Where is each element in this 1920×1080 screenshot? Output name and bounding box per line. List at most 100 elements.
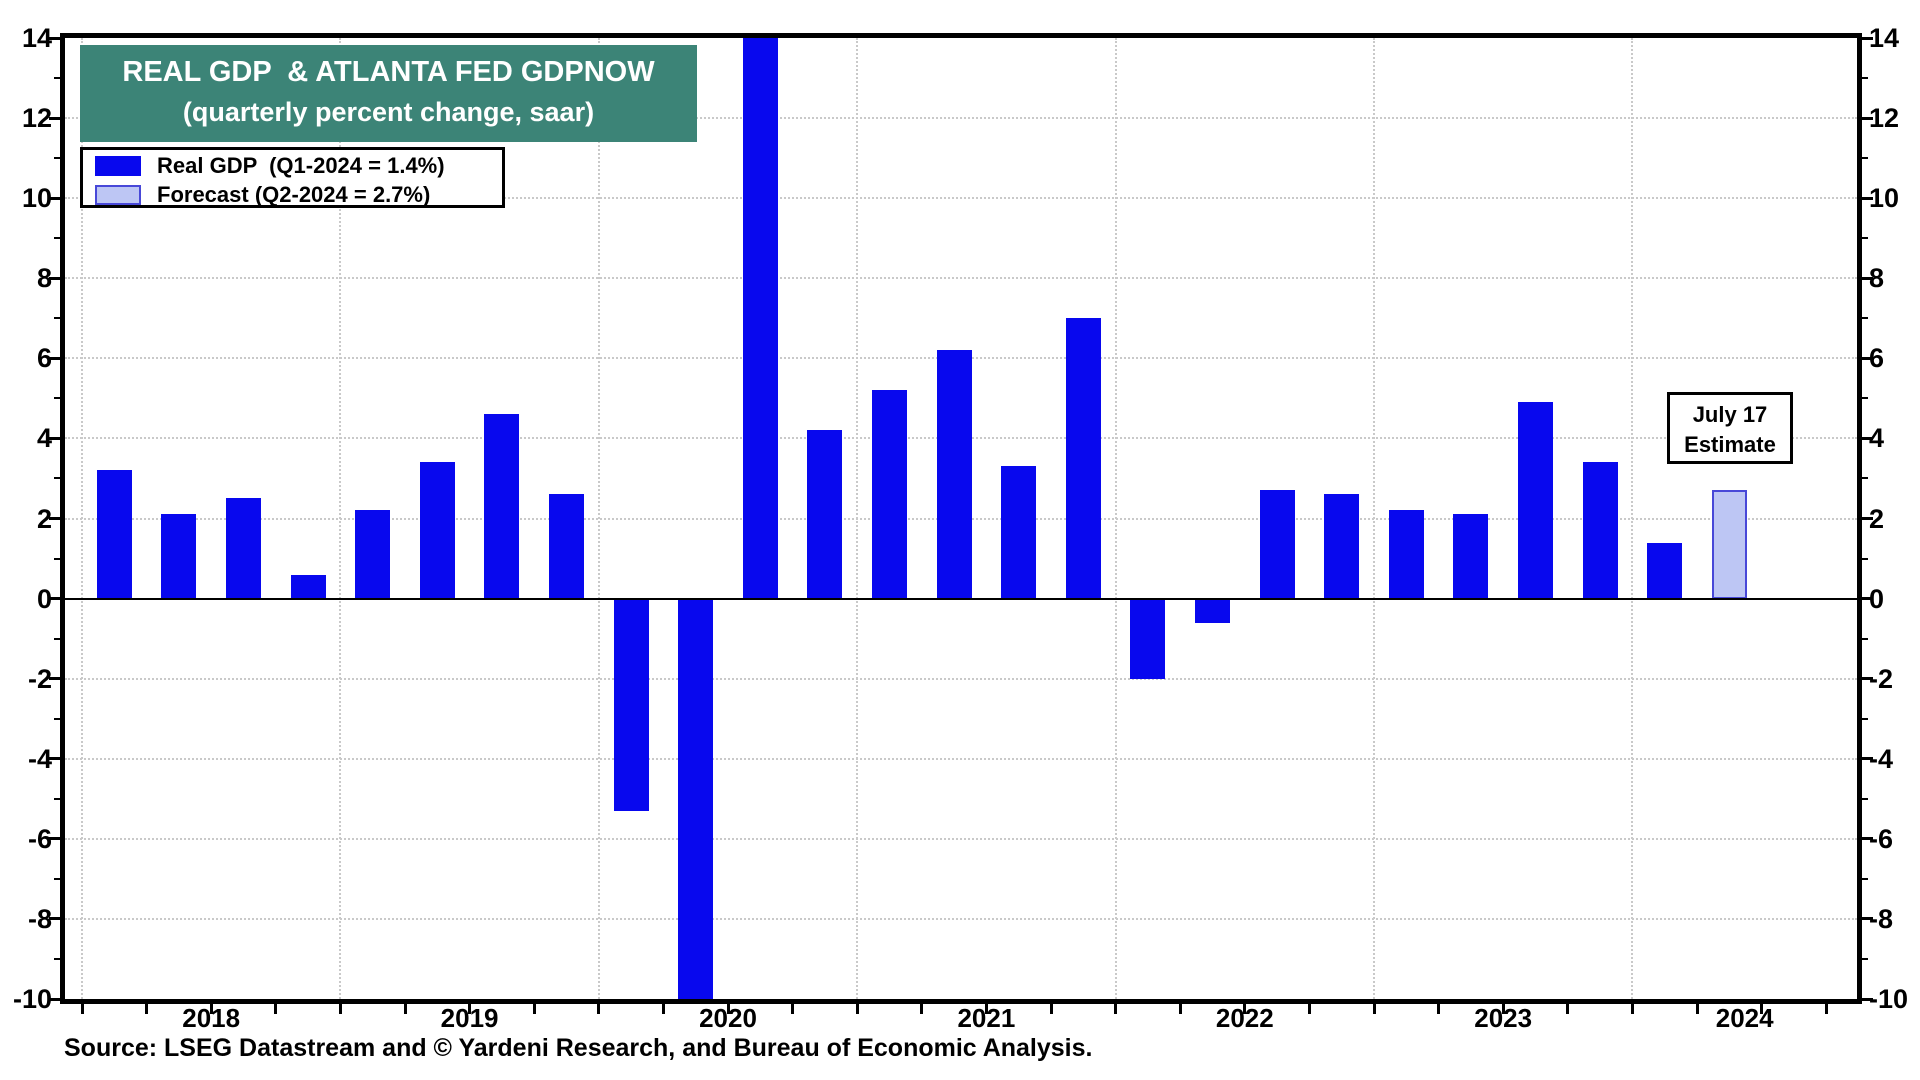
y-axis-label-left: 0 bbox=[36, 583, 52, 614]
y-axis-tick bbox=[1862, 757, 1873, 761]
y-axis-tick bbox=[49, 116, 60, 120]
year-label-2020: 2020 bbox=[699, 1003, 757, 1033]
x-axis-quarter-tick bbox=[1760, 1004, 1764, 1014]
bar-Q2-2023 bbox=[1453, 514, 1489, 599]
x-axis-quarter-tick bbox=[726, 1004, 730, 1014]
y-axis-label-right: -2 bbox=[1869, 663, 1894, 694]
y-axis-tick bbox=[54, 77, 60, 80]
y-axis-label-right: 6 bbox=[1869, 343, 1885, 374]
y-axis-tick bbox=[1862, 597, 1873, 601]
estimate-annotation-line1: July 17 bbox=[1692, 402, 1768, 427]
y-axis-tick bbox=[1862, 196, 1873, 200]
bar-Q2-2022 bbox=[1195, 598, 1230, 623]
x-axis-quarter-tick bbox=[1307, 1004, 1311, 1014]
x-axis-quarter-tick bbox=[597, 1004, 601, 1014]
bar-Q3-2021 bbox=[1001, 466, 1037, 599]
real-gdp-swatch-icon bbox=[95, 155, 141, 176]
forecast-swatch-icon bbox=[95, 184, 141, 205]
bar-Q3-2023 bbox=[1518, 402, 1553, 599]
x-axis-quarter-tick bbox=[1566, 1004, 1570, 1014]
y-axis-tick bbox=[54, 637, 60, 640]
bar-Q2-2020 bbox=[678, 598, 714, 999]
gridline-year-boundary bbox=[597, 38, 600, 999]
gridline-year-boundary bbox=[1631, 38, 1634, 999]
y-axis-label-left: 4 bbox=[36, 423, 52, 454]
chart-title-box: REAL GDP & ATLANTA FED GDPNOW (quarterly… bbox=[80, 45, 697, 142]
y-axis-label-left: 14 bbox=[21, 23, 52, 53]
y-axis-tick bbox=[1862, 397, 1868, 400]
x-axis-quarter-tick bbox=[468, 1004, 472, 1014]
x-axis-quarter-tick bbox=[403, 1004, 407, 1014]
y-axis-tick bbox=[54, 317, 60, 320]
gridline-year-boundary bbox=[339, 38, 342, 999]
y-axis-tick bbox=[54, 797, 60, 800]
y-axis-tick bbox=[49, 436, 60, 440]
y-axis-tick bbox=[49, 757, 60, 761]
x-axis-quarter-tick bbox=[1824, 1004, 1828, 1014]
bar-Q2-2018 bbox=[161, 514, 197, 599]
y-axis-label-left: -10 bbox=[12, 984, 52, 1014]
y-axis-tick bbox=[1862, 477, 1868, 480]
y-axis-label-left: -8 bbox=[27, 903, 52, 934]
bar-Q1-2024 bbox=[1647, 542, 1683, 599]
year-label-2018: 2018 bbox=[182, 1003, 241, 1033]
y-axis-tick bbox=[54, 477, 60, 480]
year-label-2022: 2022 bbox=[1215, 1003, 1274, 1033]
y-axis-tick bbox=[49, 517, 60, 520]
y-axis-label-left: 10 bbox=[21, 183, 52, 214]
year-label-2023: 2023 bbox=[1474, 1003, 1533, 1033]
y-axis-tick bbox=[54, 877, 60, 880]
x-axis-quarter-tick bbox=[338, 1004, 342, 1014]
bar-Q4-2018 bbox=[290, 574, 326, 599]
gridline-year-boundary bbox=[856, 38, 859, 999]
bar-Q1-2022 bbox=[1130, 598, 1166, 679]
y-axis-tick bbox=[1862, 557, 1868, 560]
x-axis-quarter-tick bbox=[1114, 1004, 1118, 1014]
gridline-horizontal bbox=[65, 757, 1857, 760]
y-axis-tick bbox=[1862, 797, 1868, 800]
bar-Q2-2024 bbox=[1711, 490, 1747, 599]
x-axis-quarter-tick bbox=[1501, 1004, 1505, 1014]
y-axis-label-right: 2 bbox=[1869, 503, 1885, 534]
y-axis-tick bbox=[1862, 356, 1873, 360]
y-axis-tick bbox=[1862, 957, 1868, 960]
bar-Q3-2020 bbox=[742, 38, 778, 599]
x-axis-quarter-tick bbox=[855, 1004, 859, 1014]
chart-subtitle: (quarterly percent change, saar) bbox=[182, 97, 595, 127]
y-axis-tick bbox=[1862, 237, 1868, 240]
y-axis-tick bbox=[1862, 837, 1873, 841]
zero-line bbox=[65, 597, 1857, 600]
y-axis-tick bbox=[49, 36, 60, 40]
y-axis-label-left: 2 bbox=[36, 503, 52, 534]
bar-Q4-2020 bbox=[807, 430, 843, 599]
y-axis-label-left: -2 bbox=[27, 663, 52, 694]
y-axis-tick bbox=[1862, 917, 1873, 921]
y-axis-label-right: 8 bbox=[1869, 263, 1885, 294]
x-axis-quarter-tick bbox=[1049, 1004, 1053, 1014]
gridline-horizontal bbox=[65, 197, 1857, 200]
gridline-year-boundary bbox=[1114, 38, 1117, 999]
bar-Q3-2019 bbox=[484, 414, 520, 599]
bar-Q2-2021 bbox=[936, 350, 972, 599]
y-axis-tick bbox=[49, 356, 60, 360]
x-axis-quarter-tick bbox=[145, 1004, 149, 1014]
legend-item-real-gdp: Real GDP (Q1-2024 = 1.4%) bbox=[95, 152, 502, 179]
y-axis-tick bbox=[1862, 77, 1868, 80]
y-axis-tick bbox=[54, 237, 60, 240]
legend: Real GDP (Q1-2024 = 1.4%) Forecast (Q2-2… bbox=[80, 147, 505, 208]
y-axis-label-right: 12 bbox=[1869, 103, 1900, 134]
y-axis-label-left: 12 bbox=[21, 103, 52, 134]
estimate-annotation: July 17 Estimate bbox=[1667, 392, 1793, 464]
bar-Q1-2019 bbox=[355, 510, 391, 599]
x-axis-quarter-tick bbox=[1695, 1004, 1699, 1014]
bar-Q1-2020 bbox=[613, 598, 649, 811]
y-axis-label-left: 6 bbox=[36, 343, 52, 374]
y-axis-label-right: -4 bbox=[1869, 743, 1894, 774]
y-axis-label-left: -4 bbox=[27, 743, 52, 774]
bar-Q4-2021 bbox=[1065, 318, 1101, 599]
y-axis-label-right: -6 bbox=[1869, 823, 1894, 854]
y-axis-tick bbox=[49, 597, 60, 601]
gridline-horizontal bbox=[65, 277, 1857, 280]
year-label-2024: 2024 bbox=[1715, 1003, 1774, 1033]
gridline-horizontal bbox=[65, 917, 1857, 920]
